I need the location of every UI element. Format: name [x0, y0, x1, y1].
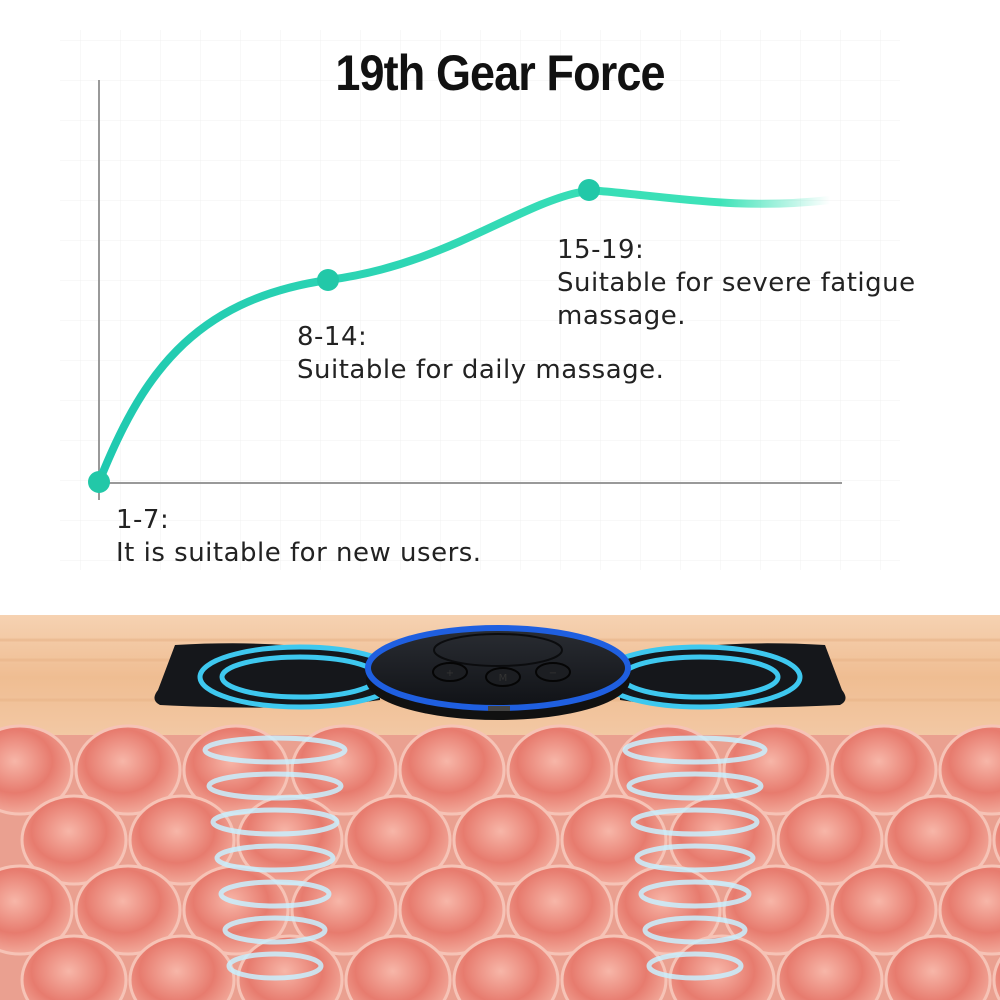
muscle-cell [452, 934, 560, 1000]
level-range: 1-7: [116, 505, 170, 535]
muscle-cell [290, 724, 398, 816]
muscle-cell [128, 934, 236, 1000]
muscle-cell [830, 724, 938, 816]
wave-ring [206, 771, 344, 801]
wave-ring [626, 771, 764, 801]
plus-button[interactable] [432, 662, 468, 682]
muscle-cell [722, 864, 830, 956]
muscle-cell [938, 724, 1000, 816]
muscle-cell [74, 864, 182, 956]
force-curve [95, 186, 834, 486]
wave-ring [622, 735, 768, 765]
level-description: Suitable for severe fatigue massage. [557, 268, 916, 331]
mode-label: M [499, 673, 508, 684]
page-title: 19th Gear Force [335, 45, 665, 101]
muscle-cell [20, 934, 128, 1000]
muscle-cell [506, 864, 614, 956]
muscle-cell [20, 794, 128, 886]
mode-button[interactable] [485, 667, 521, 687]
muscle-cell [74, 724, 182, 816]
wave-left [202, 735, 348, 981]
muscle-cell [884, 794, 992, 886]
muscle-cell [938, 864, 1000, 956]
muscle-cell [344, 794, 452, 886]
level-range: 15-19: [557, 235, 645, 265]
wave-ring [642, 915, 748, 945]
muscle-cell [452, 794, 560, 886]
muscle-cell [884, 934, 992, 1000]
device-buttons: + M − [432, 662, 571, 687]
level-range: 8-14: [297, 322, 368, 352]
muscle-cell [992, 956, 1000, 1000]
wave-ring [630, 807, 760, 837]
muscle-cell [0, 864, 74, 956]
muscle-layer [0, 724, 1000, 1000]
wave-ring [218, 879, 332, 909]
point-level-8-14 [317, 269, 339, 291]
minus-label: − [549, 668, 557, 679]
plus-label: + [446, 668, 454, 679]
muscle-cell [830, 864, 938, 956]
minus-button[interactable] [535, 662, 571, 682]
muscle-cell [506, 724, 614, 816]
point-level-15-19 [578, 179, 600, 201]
level-description: Suitable for daily massage. [297, 355, 665, 385]
level-2-annotation: 8-14: Suitable for daily massage. [297, 321, 664, 387]
muscle-cell [398, 724, 506, 816]
level-1-annotation: 1-7: It is suitable for new users. [116, 504, 482, 570]
wave-ring [634, 843, 756, 873]
grid-background [60, 30, 900, 570]
muscle-cell [776, 794, 884, 886]
wave-ring [202, 735, 348, 765]
muscle-cell [128, 794, 236, 886]
level-description: It is suitable for new users. [116, 538, 482, 568]
muscle-cell [0, 724, 74, 816]
wave-ring [222, 915, 328, 945]
muscle-cell [776, 934, 884, 1000]
wave-ring [214, 843, 336, 873]
wave-ring [210, 807, 340, 837]
point-level-1-7 [88, 471, 110, 493]
wave-ring [646, 951, 744, 981]
wave-ring [638, 879, 752, 909]
wave-right [622, 735, 768, 981]
wave-ring [226, 951, 324, 981]
level-3-annotation: 15-19: Suitable for severe fatigue massa… [557, 234, 937, 333]
massager-device [154, 625, 846, 720]
muscle-cell [560, 934, 668, 1000]
muscle-cell [398, 864, 506, 956]
muscle-cell [992, 816, 1000, 864]
muscle-cell [344, 934, 452, 1000]
